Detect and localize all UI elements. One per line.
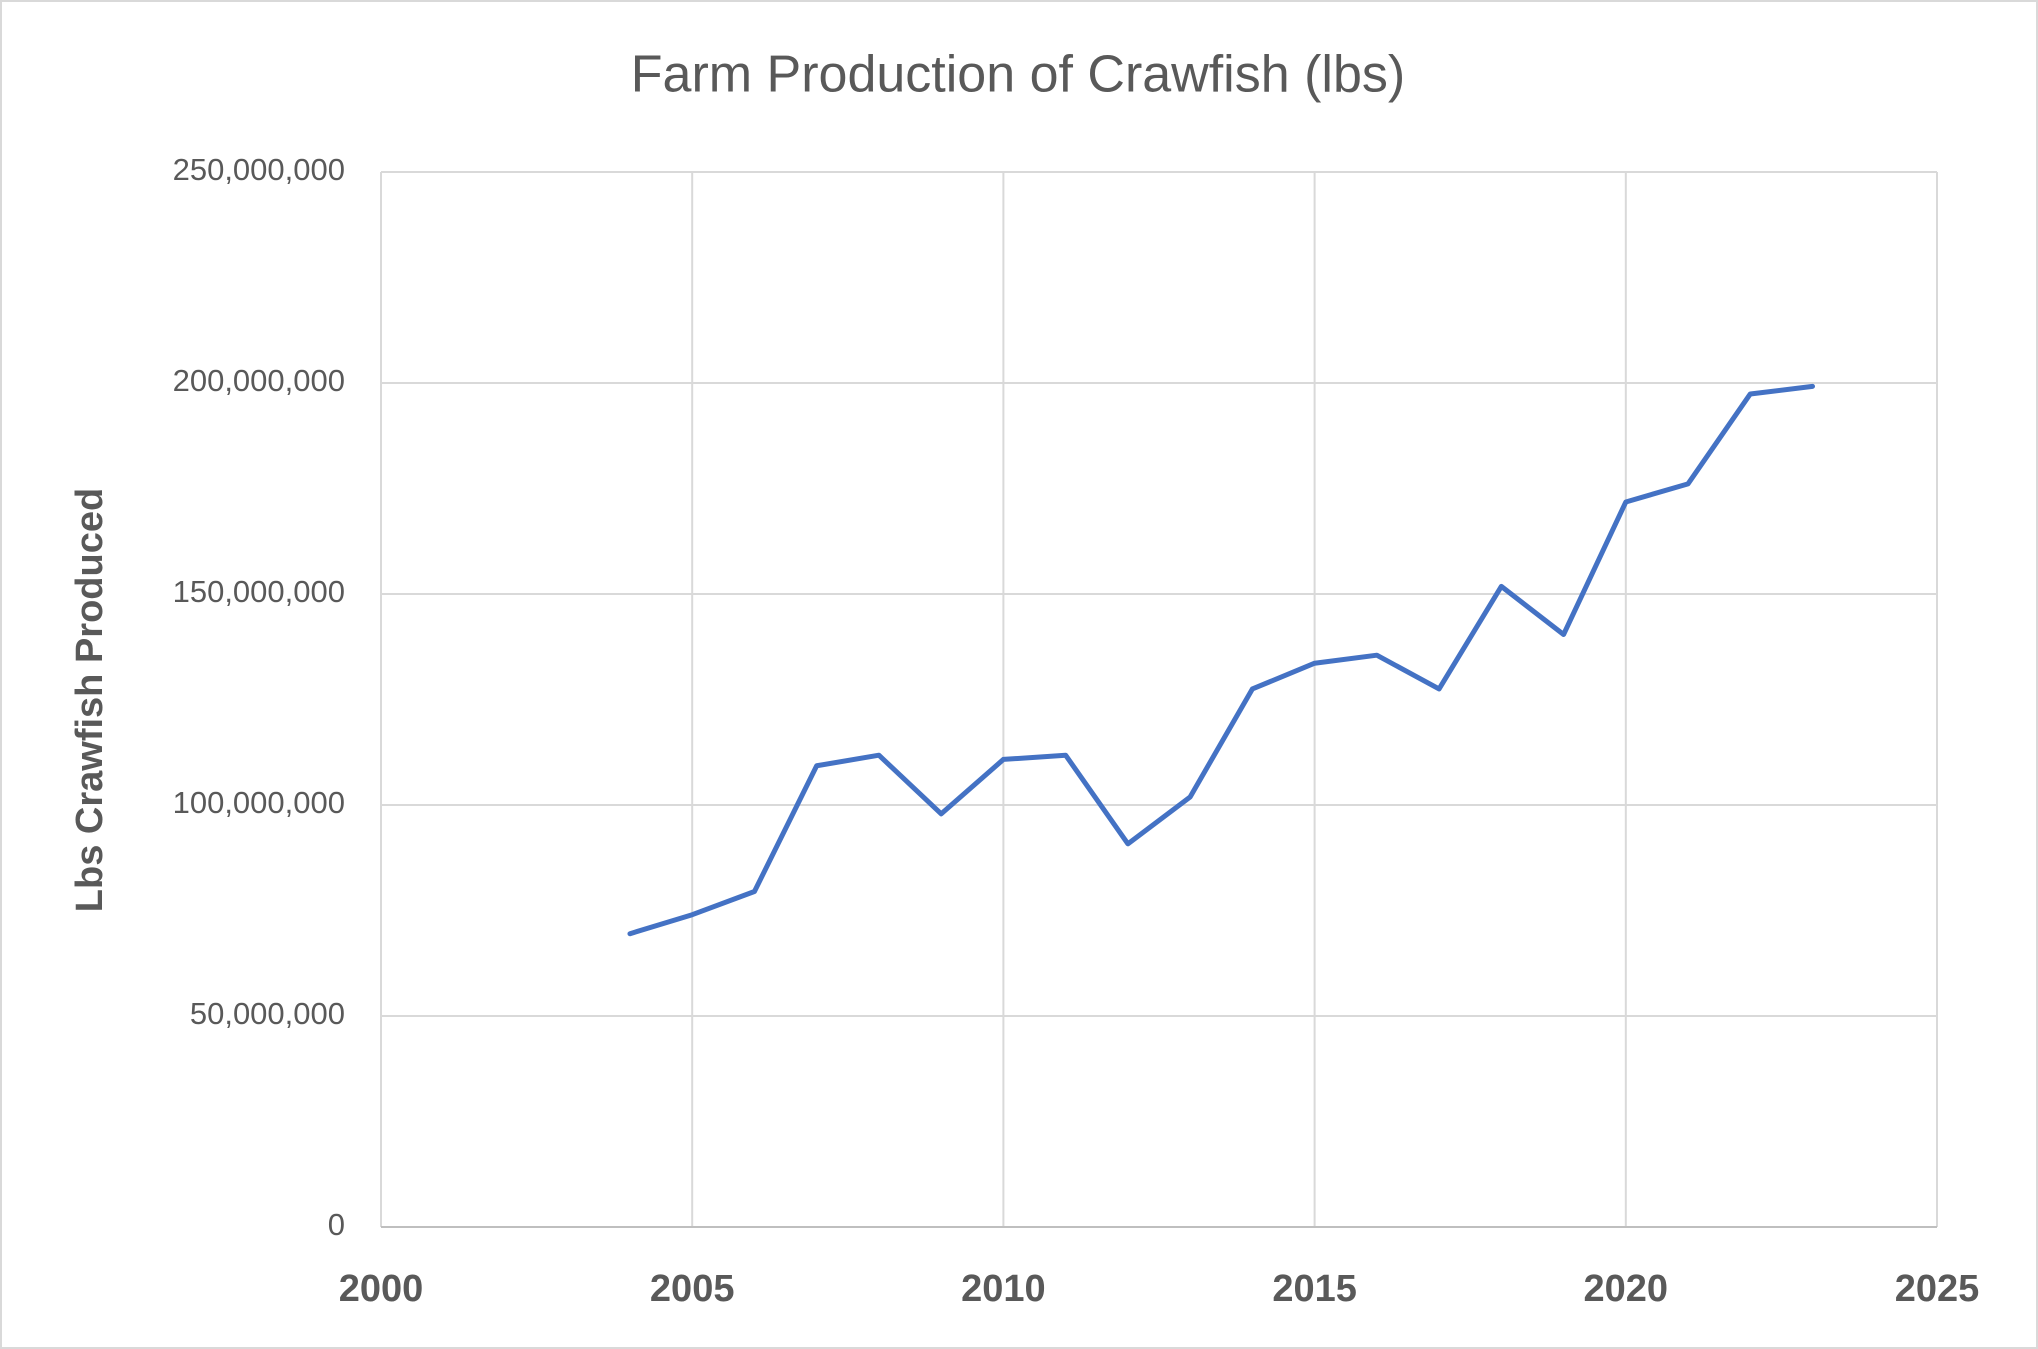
x-tick-label: 2015 <box>1272 1268 1357 1310</box>
y-tick-label: 250,000,000 <box>173 152 345 187</box>
y-tick-label: 200,000,000 <box>173 363 345 398</box>
x-tick-label: 2025 <box>1895 1268 1980 1310</box>
x-tick-label: 2000 <box>339 1268 424 1310</box>
data-line <box>627 383 1816 937</box>
x-tick-label: 2020 <box>1584 1268 1669 1310</box>
x-tick-label: 2010 <box>961 1268 1046 1310</box>
x-tick-label: 2005 <box>650 1268 735 1310</box>
y-tick-label: 150,000,000 <box>173 574 345 609</box>
y-tick-label: 50,000,000 <box>190 996 345 1031</box>
chart-title: Farm Production of Crawfish (lbs) <box>631 46 1405 104</box>
y-axis-label: Lbs Crawfish Produced <box>69 488 111 912</box>
y-tick-label: 0 <box>328 1207 345 1242</box>
y-tick-label: 100,000,000 <box>173 785 345 820</box>
